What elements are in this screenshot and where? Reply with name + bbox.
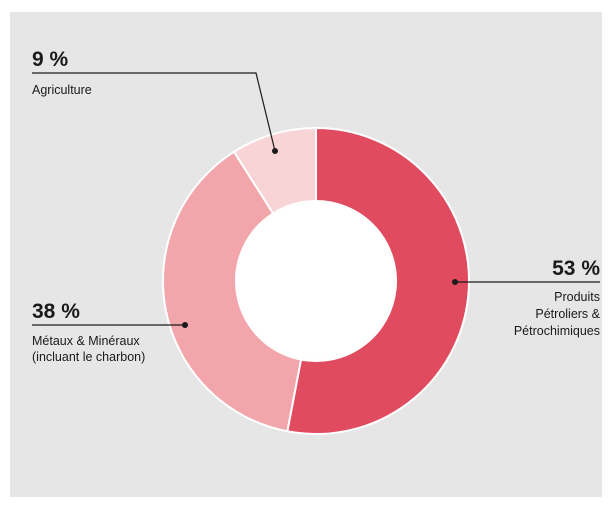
slice-label-metals-line2: (incluant le charbon) xyxy=(32,350,145,364)
donut-slice-metals xyxy=(162,150,303,433)
label-metals: 38 % Métaux & Minéraux (incluant le char… xyxy=(32,300,188,364)
leader-line-agriculture xyxy=(32,72,276,152)
slice-label-metals-line1: Métaux & Minéraux xyxy=(32,334,140,348)
label-agriculture: 9 % Agriculture xyxy=(32,48,278,154)
slice-label-petroleum-line2: Pétroliers & xyxy=(535,307,600,321)
percent-label-agriculture: 9 % xyxy=(32,48,69,71)
percent-label-metals: 38 % xyxy=(32,300,80,323)
slice-label-petroleum-line1: Produits xyxy=(554,290,600,304)
slice-label-petroleum-line3: Pétrochimiques xyxy=(514,324,600,338)
percent-label-petroleum: 53 % xyxy=(552,257,600,280)
donut-slice-agriculture xyxy=(232,126,317,215)
leader-dot-agriculture xyxy=(272,148,278,154)
leader-dot-metals xyxy=(182,322,188,328)
slice-label-agriculture: Agriculture xyxy=(32,83,92,97)
leader-dot-petroleum xyxy=(452,279,458,285)
donut-slices xyxy=(162,126,470,435)
donut-hole xyxy=(237,202,395,360)
donut-slice-petroleum xyxy=(286,126,470,435)
label-petroleum: 53 % Produits Pétroliers & Pétrochimique… xyxy=(452,257,601,338)
